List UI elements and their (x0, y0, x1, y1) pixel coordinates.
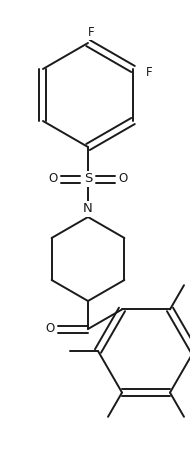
Text: N: N (83, 202, 93, 216)
Text: S: S (84, 172, 92, 185)
Text: O: O (48, 172, 58, 185)
Text: O: O (45, 323, 55, 336)
Text: O: O (118, 172, 128, 185)
Text: F: F (88, 27, 94, 40)
Text: F: F (146, 67, 152, 80)
